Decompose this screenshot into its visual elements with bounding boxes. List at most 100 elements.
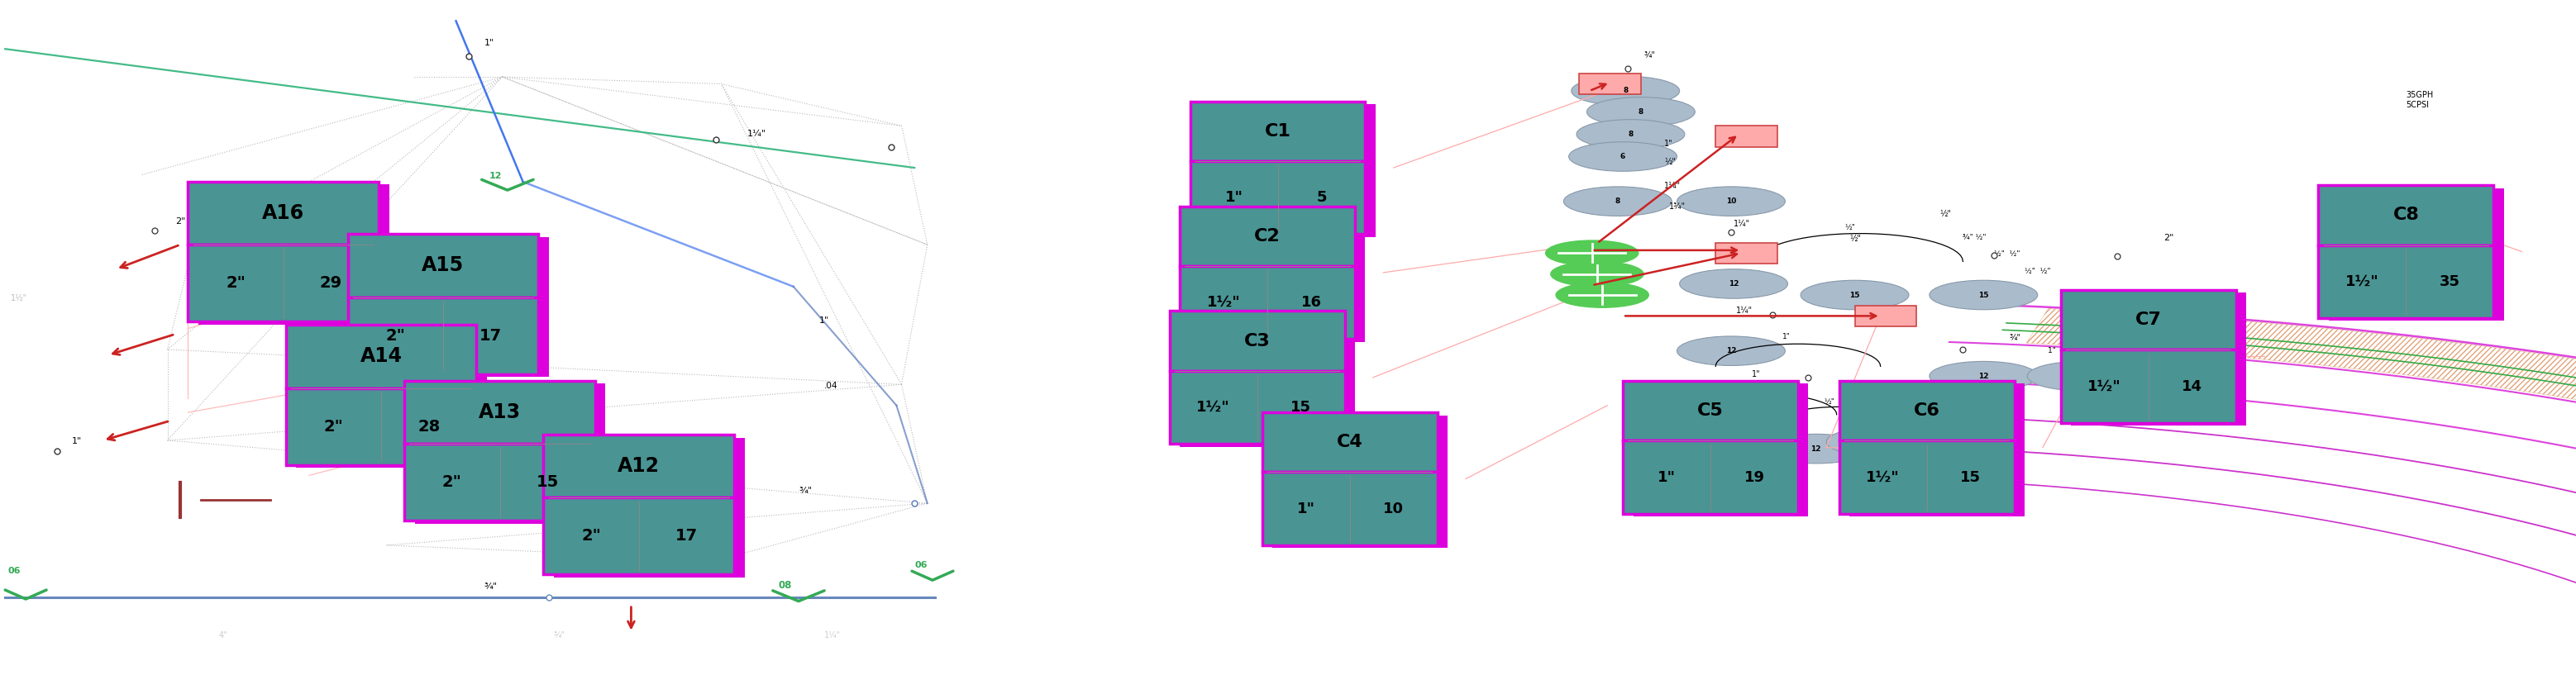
FancyBboxPatch shape [1262, 473, 1437, 545]
Text: 1": 1" [1638, 294, 1646, 301]
FancyBboxPatch shape [1170, 311, 1345, 370]
FancyBboxPatch shape [1623, 381, 1798, 440]
FancyBboxPatch shape [544, 498, 734, 575]
Text: 8: 8 [1623, 87, 1628, 94]
Circle shape [1577, 120, 1685, 149]
Circle shape [1929, 361, 2038, 391]
Text: ¾": ¾" [799, 487, 811, 494]
Text: 12: 12 [1726, 347, 1736, 354]
Text: 2": 2" [2164, 233, 2174, 242]
FancyBboxPatch shape [1273, 415, 1448, 548]
Text: 17: 17 [675, 528, 698, 544]
Text: 1¼": 1¼" [1664, 182, 1680, 190]
FancyBboxPatch shape [1190, 209, 1365, 342]
Text: 1¼": 1¼" [1736, 307, 1752, 315]
FancyBboxPatch shape [2061, 350, 2236, 423]
Text: A15: A15 [422, 256, 464, 275]
Text: ½": ½" [1850, 235, 1860, 243]
FancyBboxPatch shape [2318, 245, 2494, 318]
Text: A16: A16 [263, 203, 304, 223]
Circle shape [1680, 269, 1788, 298]
Text: ½": ½" [1824, 398, 1834, 405]
FancyBboxPatch shape [1855, 305, 1917, 326]
Circle shape [1556, 282, 1649, 308]
Text: 28: 28 [417, 419, 440, 434]
Text: 1½": 1½" [1865, 470, 1901, 484]
FancyBboxPatch shape [358, 237, 549, 377]
FancyBboxPatch shape [286, 325, 477, 388]
Text: 1": 1" [819, 317, 829, 324]
Text: 12: 12 [489, 172, 502, 180]
Text: 12: 12 [1811, 445, 1821, 452]
Text: 4": 4" [219, 631, 227, 639]
Text: 2": 2" [386, 328, 404, 343]
FancyBboxPatch shape [188, 182, 379, 245]
Text: 1": 1" [1752, 370, 1759, 378]
Text: 1": 1" [1656, 470, 1677, 484]
Text: A13: A13 [479, 403, 520, 422]
Text: 15: 15 [1850, 291, 1860, 298]
Text: 1": 1" [1798, 401, 1806, 410]
FancyBboxPatch shape [415, 384, 605, 524]
Text: 14: 14 [2182, 379, 2202, 394]
Text: 15: 15 [536, 475, 559, 490]
Text: 12: 12 [2148, 373, 2159, 380]
FancyBboxPatch shape [198, 185, 389, 324]
FancyBboxPatch shape [1190, 101, 1365, 161]
FancyBboxPatch shape [1716, 126, 1777, 147]
Text: C3: C3 [1244, 333, 1270, 350]
Circle shape [1677, 187, 1785, 216]
Text: 1": 1" [1783, 333, 1790, 340]
Text: 1½": 1½" [1195, 400, 1231, 415]
Text: C2: C2 [1255, 228, 1280, 245]
FancyBboxPatch shape [544, 435, 734, 498]
Text: ½"  ½": ½" ½" [2025, 268, 2050, 275]
Text: 2": 2" [175, 217, 185, 225]
Circle shape [1569, 142, 1677, 171]
Text: 1½": 1½" [10, 294, 26, 302]
Text: 1"  ¾": 1" ¾" [2048, 347, 2071, 354]
Circle shape [1762, 434, 1870, 463]
Circle shape [1677, 401, 1785, 431]
Text: C1: C1 [1265, 123, 1291, 140]
Text: 1": 1" [1664, 140, 1672, 148]
Text: 8: 8 [1628, 131, 1633, 138]
Text: C4: C4 [1337, 434, 1363, 451]
Text: 1½": 1½" [2087, 379, 2123, 394]
FancyBboxPatch shape [1716, 243, 1777, 264]
Text: 15: 15 [1291, 400, 1311, 415]
FancyBboxPatch shape [1579, 73, 1641, 94]
Text: 15: 15 [1960, 470, 1981, 484]
Text: 2": 2" [227, 275, 245, 291]
Text: 10: 10 [1383, 501, 1404, 516]
Circle shape [1677, 336, 1785, 366]
Circle shape [1929, 280, 2038, 310]
FancyBboxPatch shape [1170, 370, 1345, 444]
Text: 1½": 1½" [2344, 274, 2380, 289]
Text: 06: 06 [8, 567, 21, 575]
Text: 1": 1" [1224, 190, 1244, 205]
FancyBboxPatch shape [1180, 266, 1355, 339]
FancyBboxPatch shape [2329, 188, 2504, 321]
Text: ¾": ¾" [2009, 333, 2020, 341]
FancyBboxPatch shape [2061, 290, 2236, 350]
Text: 2": 2" [582, 528, 600, 544]
Text: 2": 2" [443, 475, 461, 490]
Text: 08: 08 [778, 580, 791, 591]
Text: 16: 16 [1301, 295, 1321, 310]
Text: ½"  ½": ½" ½" [1994, 251, 2020, 258]
Text: ½": ½" [1664, 158, 1674, 166]
FancyBboxPatch shape [286, 388, 477, 465]
FancyBboxPatch shape [1200, 104, 1376, 237]
Text: ½": ½" [1850, 424, 1860, 432]
Text: 8: 8 [1638, 108, 1643, 115]
Text: 2": 2" [325, 419, 343, 434]
FancyBboxPatch shape [1839, 440, 2014, 514]
Circle shape [1551, 261, 1643, 287]
Text: C5: C5 [1698, 403, 1723, 419]
FancyBboxPatch shape [1839, 381, 2014, 440]
Text: 15: 15 [1978, 291, 1989, 298]
Circle shape [1571, 76, 1680, 106]
Text: 1": 1" [72, 438, 82, 445]
Text: 12: 12 [2076, 373, 2087, 380]
